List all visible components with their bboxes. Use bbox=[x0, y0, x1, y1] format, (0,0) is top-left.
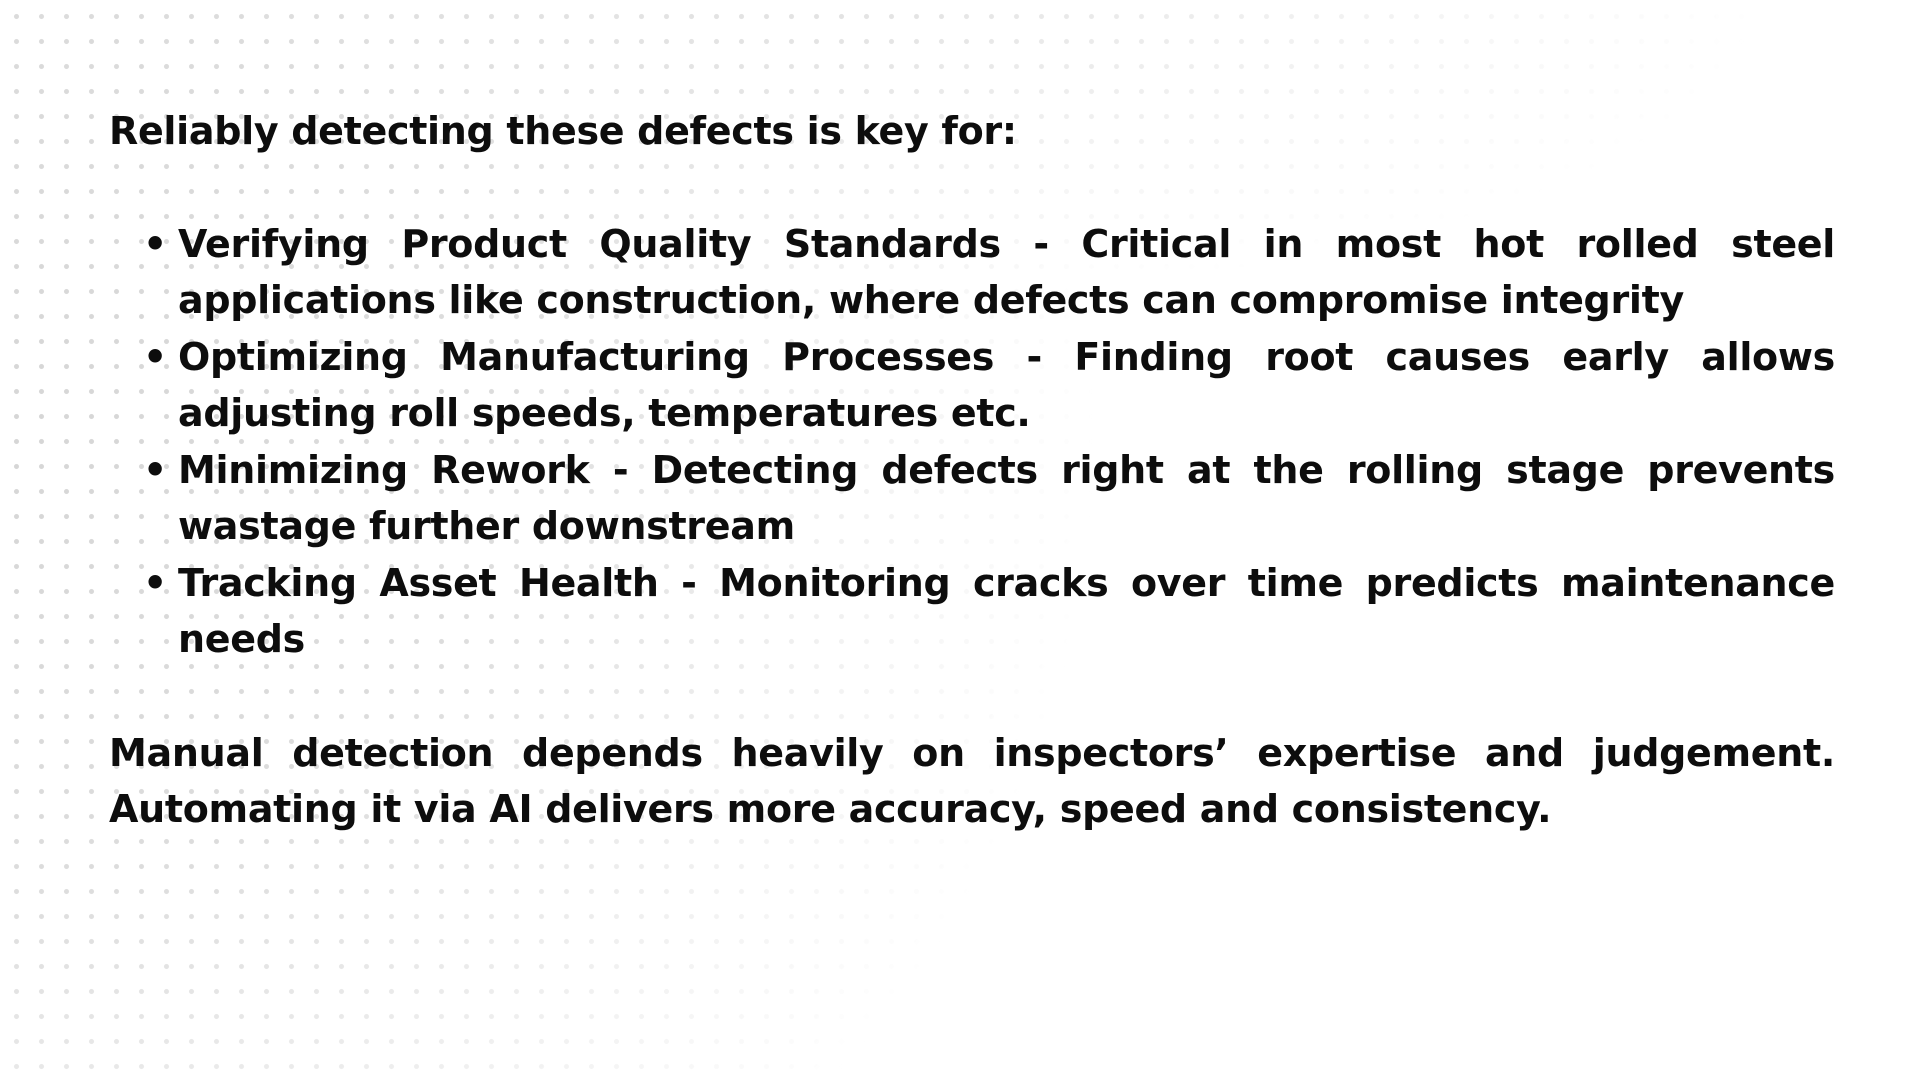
list-item: • Tracking Asset Health - Monitoring cra… bbox=[143, 555, 1835, 668]
list-item-text: Minimizing Rework - Detecting defects ri… bbox=[178, 447, 1835, 549]
list-item-text: Verifying Product Quality Standards - Cr… bbox=[178, 221, 1835, 323]
list-item: • Minimizing Rework - Detecting defects … bbox=[143, 442, 1835, 555]
list-item-text: Tracking Asset Health - Monitoring crack… bbox=[178, 560, 1835, 662]
closing-paragraph: Manual detection depends heavily on insp… bbox=[109, 730, 1835, 832]
benefits-list: • Verifying Product Quality Standards - … bbox=[109, 216, 1835, 668]
bullet-icon: • bbox=[143, 447, 167, 492]
list-item-text: Optimizing Manufacturing Processes - Fin… bbox=[178, 334, 1835, 436]
list-item: • Verifying Product Quality Standards - … bbox=[143, 216, 1835, 329]
bullet-icon: • bbox=[143, 334, 167, 379]
intro-text: Reliably detecting these defects is key … bbox=[109, 109, 1017, 153]
bullet-icon: • bbox=[143, 560, 167, 605]
bullet-icon: • bbox=[143, 221, 167, 266]
slide-content: Reliably detecting these defects is key … bbox=[109, 103, 1835, 838]
list-item: • Optimizing Manufacturing Processes - F… bbox=[143, 329, 1835, 442]
